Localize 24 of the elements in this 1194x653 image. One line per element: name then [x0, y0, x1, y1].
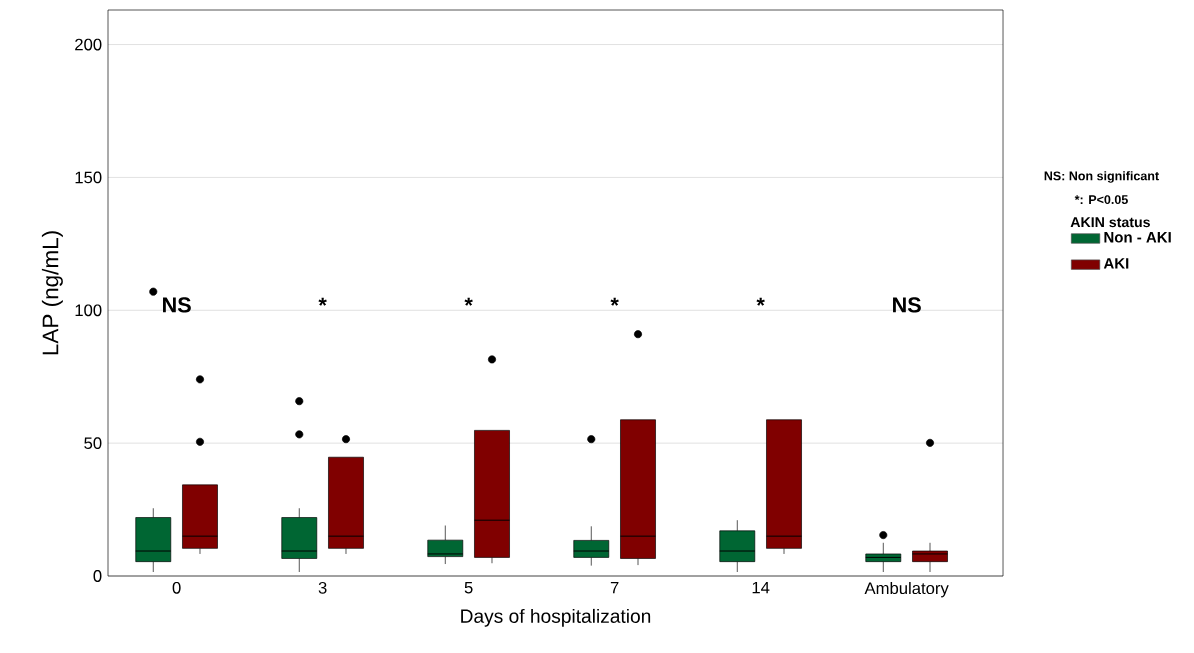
- text: *: P<0.05: [1074, 195, 1128, 205]
- legend-label: Non - AKI: [1104, 232, 1171, 243]
- legend-title: AKIN status: [1070, 217, 1150, 228]
- annotation: *: [756, 297, 765, 306]
- y-axis-title: LAP (ng/mL): [41, 231, 63, 355]
- y-tick-label: 150: [75, 171, 102, 184]
- x-tick-label: 7: [610, 581, 619, 594]
- annotation: NS: [163, 297, 191, 313]
- x-tick-label: Ambulatory: [864, 581, 949, 598]
- annotation: *: [464, 297, 473, 306]
- annotation: NS: [893, 297, 921, 313]
- legend-label: AKI: [1103, 258, 1129, 269]
- x-tick-label: 14: [752, 581, 770, 594]
- x-tick-label: 5: [464, 581, 473, 594]
- x-axis-title: Days of hospitalization: [461, 608, 651, 627]
- y-tick-label: 0: [93, 570, 102, 582]
- x-tick-label: 0: [172, 581, 181, 594]
- text: NS: Non significant: [1044, 171, 1159, 183]
- y-tick-label: 100: [75, 304, 102, 317]
- y-tick-label: 50: [84, 437, 102, 450]
- x-tick-label: 3: [318, 581, 327, 594]
- annotation: *: [318, 297, 327, 306]
- annotation: *: [610, 297, 619, 306]
- y-tick-label: 200: [75, 38, 102, 51]
